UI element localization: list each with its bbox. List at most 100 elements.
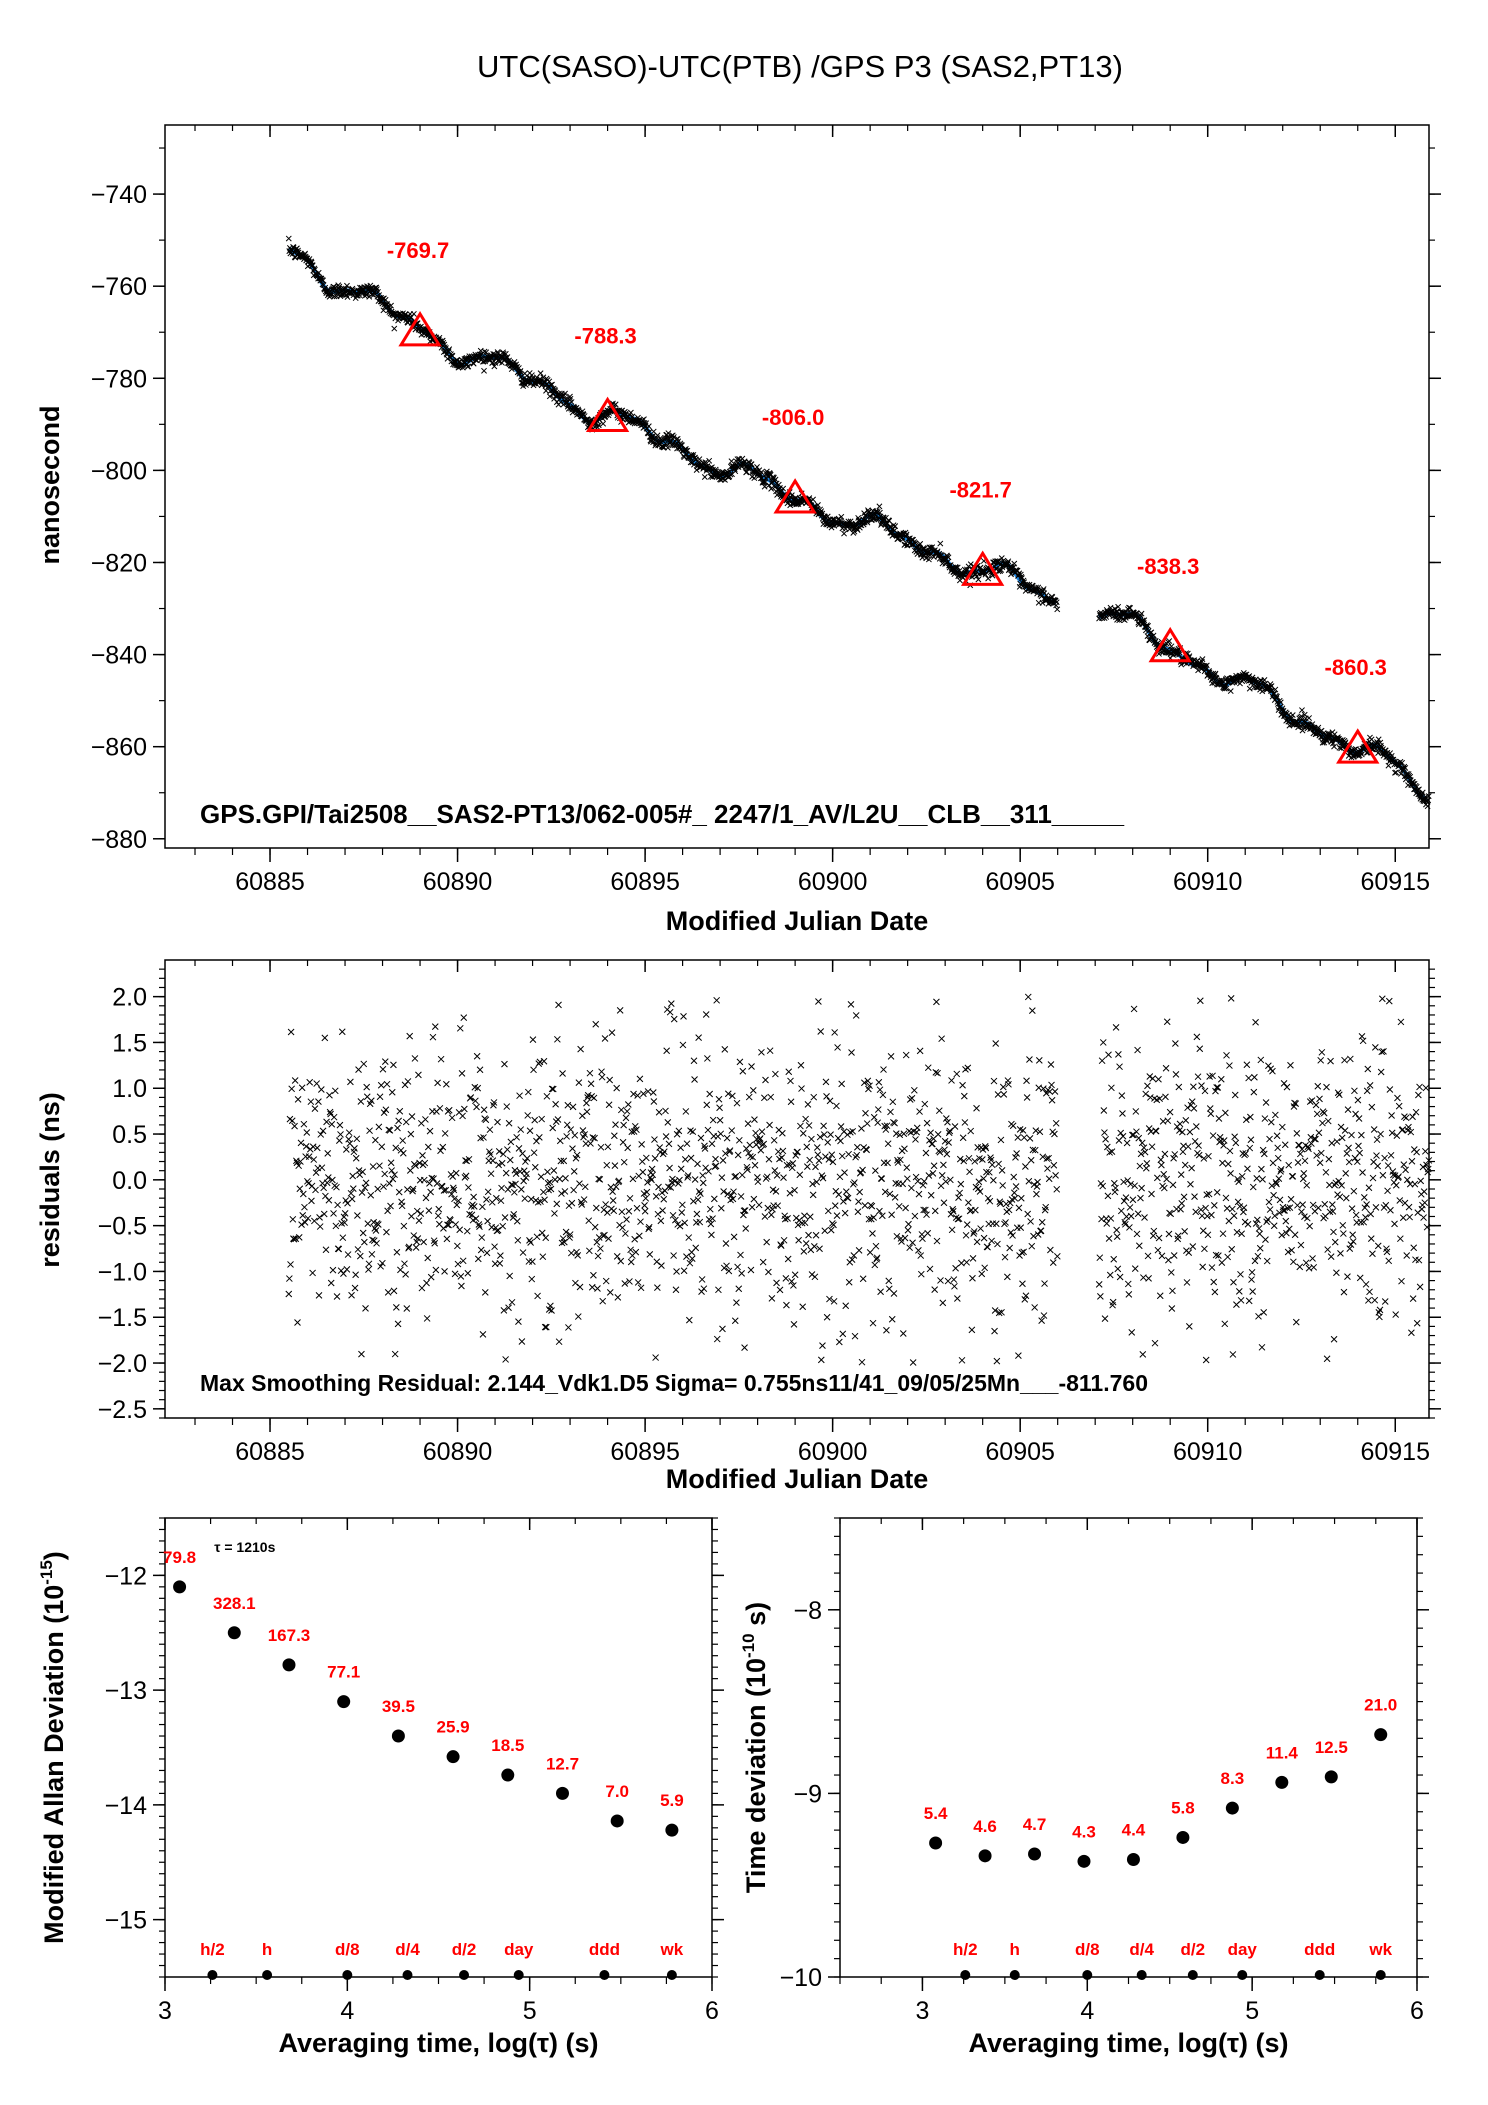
data-point [953, 1295, 961, 1302]
data-point [540, 1188, 547, 1196]
data-point [728, 458, 735, 465]
data-point [706, 1090, 714, 1098]
data-point [928, 1140, 936, 1148]
data-point [1140, 1144, 1148, 1152]
data-point [1162, 1093, 1169, 1101]
data-point [583, 1108, 591, 1116]
data-point [530, 1066, 537, 1074]
data-point [1048, 1081, 1055, 1089]
data-point [616, 1007, 624, 1014]
data-point [520, 1177, 527, 1185]
data-point [1261, 1115, 1269, 1122]
data-point [1201, 1087, 1209, 1095]
data-point [287, 1028, 295, 1036]
data-point [317, 1086, 325, 1093]
data-point [1030, 1232, 1037, 1240]
data-point [1214, 1084, 1222, 1091]
data-point [1185, 1249, 1193, 1256]
data-point [571, 1131, 579, 1139]
data-point [957, 1180, 965, 1188]
data-point [1259, 688, 1266, 695]
data-point [642, 1154, 650, 1162]
data-point [924, 1229, 932, 1237]
time-series-panel: 60885 60890 60895 60900 60905 60910 60915 −740 −… [35, 124, 1441, 936]
data-point [564, 1101, 572, 1109]
data-point [845, 1150, 852, 1158]
data-point [506, 1156, 514, 1164]
data-point [581, 1183, 589, 1191]
data-point [842, 1302, 850, 1310]
data-point [1374, 1242, 1382, 1250]
data-point [990, 1077, 998, 1085]
data-point [547, 382, 554, 388]
data-point [1031, 1304, 1039, 1311]
deviation-point [446, 1750, 460, 1764]
data-point [598, 1073, 606, 1081]
data-point [962, 1231, 970, 1239]
data-point [1366, 1082, 1374, 1089]
x-tick-label: 60905 [985, 1438, 1055, 1466]
y-axis-title-main: Time deviation (10 [741, 1658, 771, 1893]
data-point [320, 1184, 328, 1192]
data-point [308, 1197, 315, 1205]
data-point [470, 1193, 478, 1201]
data-point [1194, 1073, 1202, 1081]
data-point [1270, 1191, 1277, 1199]
data-point [1036, 1128, 1044, 1136]
data-point [299, 1190, 307, 1198]
data-point [542, 1323, 550, 1331]
data-point [1314, 1082, 1322, 1090]
data-point [812, 1231, 820, 1239]
data-point [1261, 677, 1268, 683]
data-point [972, 1206, 979, 1214]
data-point [605, 1101, 613, 1109]
data-point [799, 1130, 807, 1137]
point-label: 5.8 [1171, 1798, 1195, 1817]
x-axis-title: Averaging time, log(τ) (s) [968, 2028, 1288, 2058]
data-point [415, 1217, 423, 1224]
data-point [322, 1192, 329, 1200]
data-point [685, 1316, 693, 1324]
data-point [666, 1008, 674, 1016]
data-point [1315, 1204, 1322, 1212]
data-point [563, 1133, 571, 1140]
data-point [721, 1046, 729, 1053]
data-point [597, 1143, 605, 1151]
data-point [864, 519, 871, 526]
data-point [708, 1231, 715, 1239]
scale-mark-label: d/8 [335, 1940, 360, 1959]
data-point [1362, 1280, 1370, 1288]
data-point [961, 1119, 969, 1126]
data-point [1299, 1201, 1307, 1208]
data-point [328, 1120, 336, 1128]
data-point [695, 1034, 702, 1041]
data-point [758, 1048, 765, 1056]
data-point [1218, 1259, 1226, 1266]
data-point [1045, 1175, 1053, 1183]
data-point [747, 1266, 755, 1274]
data-point [1006, 1244, 1014, 1252]
scale-mark-label: d/4 [1129, 1940, 1154, 1959]
data-point [529, 1036, 537, 1043]
data-point [755, 1201, 763, 1209]
data-point [1358, 1131, 1365, 1139]
data-point [917, 1252, 925, 1259]
data-point [298, 1221, 305, 1228]
data-point [1196, 1045, 1204, 1053]
data-point [1269, 1067, 1276, 1075]
data-point [1017, 1194, 1025, 1202]
data-point [695, 1188, 703, 1195]
data-point [612, 401, 619, 408]
data-point [1385, 762, 1392, 769]
data-point [638, 1141, 646, 1148]
data-point [322, 1246, 330, 1254]
data-point [1248, 1268, 1256, 1276]
data-point [553, 1200, 561, 1208]
data-point [419, 1152, 426, 1159]
y-tick-label: −8 [793, 1597, 822, 1625]
data-point [834, 1044, 841, 1051]
data-point [1113, 1233, 1121, 1240]
data-point [1230, 1212, 1238, 1220]
data-point [562, 1174, 569, 1182]
data-point [545, 1186, 552, 1194]
